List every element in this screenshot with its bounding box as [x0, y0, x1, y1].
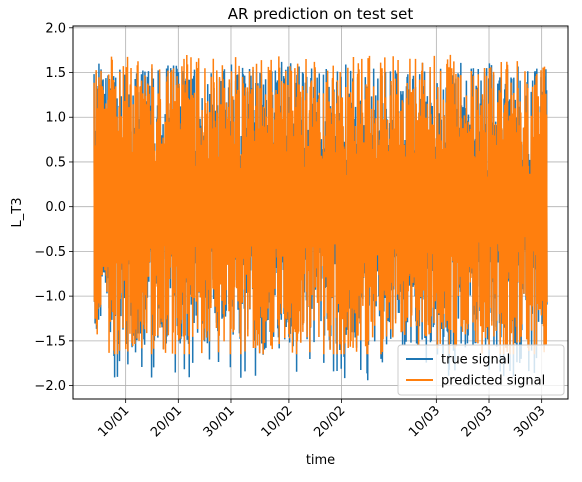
x-tick-label: 20/01 — [148, 403, 185, 440]
x-tick-label: 10/03 — [406, 403, 443, 440]
x-tick-label: 20/03 — [459, 403, 496, 440]
y-tick-label: −1.5 — [34, 334, 66, 349]
y-tick-label: 1.0 — [45, 111, 66, 126]
x-tick-label: 20/02 — [311, 403, 348, 440]
x-axis-label: time — [306, 453, 335, 468]
y-tick-label: −0.5 — [34, 245, 66, 260]
legend: true signal predicted signal — [397, 344, 565, 396]
y-tick-label: −1.0 — [34, 290, 66, 305]
legend-label: predicted signal — [441, 374, 545, 389]
plot-frame — [72, 25, 569, 400]
series-line-predicted-signal — [93, 54, 548, 355]
y-tick-label: −2.0 — [34, 379, 66, 394]
x-tick-label: 30/03 — [511, 403, 548, 440]
y-tick-label: 0.5 — [45, 155, 66, 170]
legend-box — [397, 344, 565, 396]
x-tick-label: 30/01 — [201, 403, 238, 440]
y-tick-label: 0.0 — [45, 200, 66, 215]
series-layer — [93, 54, 548, 381]
legend-label: true signal — [441, 353, 510, 368]
y-axis-label: L_T3 — [10, 198, 25, 228]
x-tick-label: 10/02 — [259, 403, 296, 440]
y-tick-label: 1.5 — [45, 66, 66, 81]
y-tick-label: 2.0 — [45, 21, 66, 36]
x-tick-label: 10/01 — [95, 403, 132, 440]
chart-title: AR prediction on test set — [228, 5, 414, 23]
